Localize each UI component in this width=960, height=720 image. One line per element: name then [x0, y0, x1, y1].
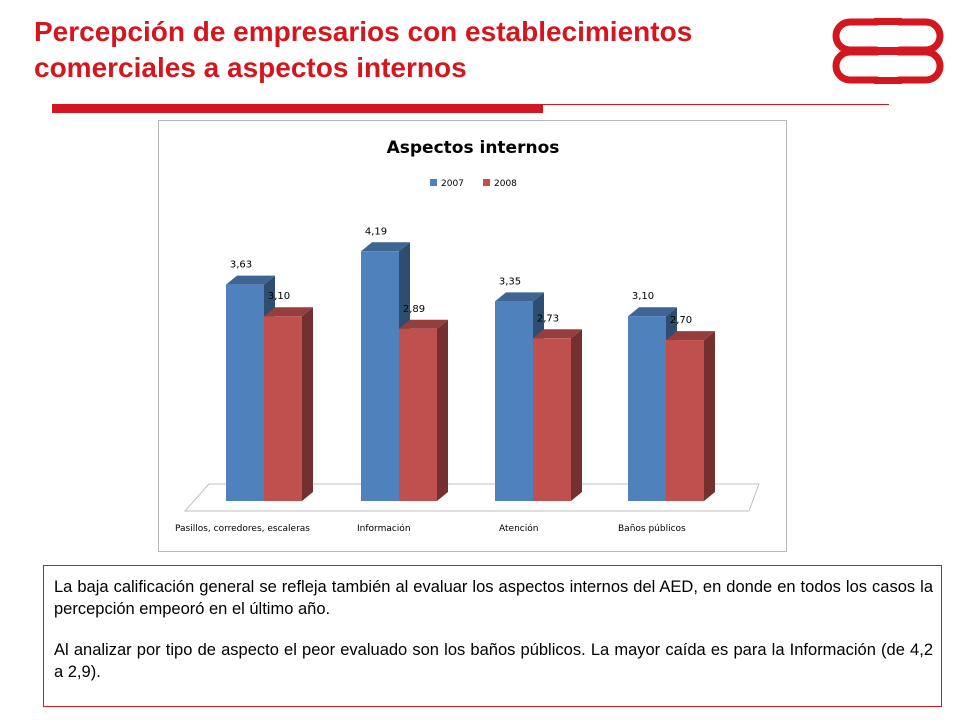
commentary-paragraph-2: Al analizar por tipo de aspecto el peor … [54, 641, 933, 681]
legend-swatch-2008 [483, 179, 490, 186]
bar-2008-2 [533, 329, 582, 501]
title-underline-thin [543, 104, 889, 105]
chart-legend: 2007 2008 [430, 179, 517, 189]
legend-swatch-2007 [430, 179, 437, 186]
bar-2008-3 [666, 331, 715, 501]
commentary-paragraph-1: La baja calificación general se refleja … [54, 578, 933, 618]
title-underline-thick [52, 104, 543, 113]
value-label-2008-1: 2,89 [403, 304, 425, 315]
value-label-2008-3: 2,70 [670, 315, 692, 326]
value-label-2007-0: 3,63 [230, 260, 252, 271]
x-tick-label-3: Baños públicos [618, 524, 686, 534]
chart-bars [226, 242, 715, 501]
value-label-2008-2: 2,73 [537, 313, 559, 324]
value-label-2008-0: 3,10 [268, 291, 290, 302]
bar-2008-1 [399, 319, 448, 501]
legend-label-2008: 2008 [494, 179, 517, 189]
legend-label-2007: 2007 [441, 179, 464, 189]
chart-title: Aspectos internos [387, 138, 560, 158]
chart-floor [183, 483, 760, 512]
commentary-box: La baja calificación general se refleja … [43, 565, 942, 707]
x-tick-label-1: Información [357, 523, 411, 534]
organization-logo [832, 18, 944, 84]
value-label-2007-2: 3,35 [499, 276, 521, 287]
bar-chart: Aspectos internos 2007 2008 3,63 3,10 4,19… [175, 138, 760, 534]
slide-title-line-2: comerciales a aspectos internos [34, 52, 467, 83]
slide-title: Percepción de empresarios con establecim… [34, 14, 804, 86]
slide-title-line-1: Percepción de empresarios con establecim… [34, 16, 693, 47]
value-label-2007-3: 3,10 [632, 291, 654, 302]
x-axis-tick-labels: Pasillos, corredores, escaleras Informac… [175, 523, 686, 534]
chart-value-labels: 3,63 3,10 4,19 2,89 3,35 2,73 3,10 2,70 [230, 226, 692, 326]
chart-frame: Aspectos internos 2007 2008 3,63 3,10 4,19… [158, 120, 787, 552]
x-tick-label-2: Atención [499, 523, 538, 534]
x-tick-label-0: Pasillos, corredores, escaleras [175, 524, 310, 534]
bar-2008-0 [264, 307, 313, 501]
value-label-2007-1: 4,19 [365, 226, 387, 237]
